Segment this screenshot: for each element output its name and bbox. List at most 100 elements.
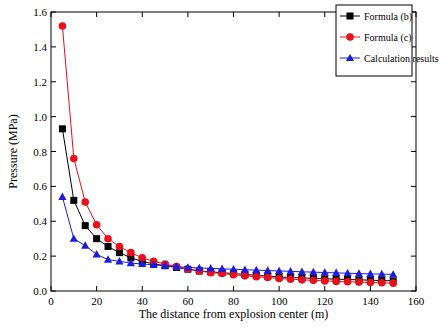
x-tick xyxy=(279,286,280,291)
y-tick xyxy=(51,81,56,82)
legend-label: Formula (b) xyxy=(364,11,412,23)
y-tick-label: 0.2 xyxy=(33,250,47,262)
point xyxy=(321,277,329,285)
x-tick xyxy=(51,286,52,291)
legend-label: Calculation results xyxy=(364,53,439,64)
x-tick xyxy=(142,286,143,291)
legend-marker xyxy=(347,13,354,20)
legend-marker xyxy=(346,33,354,41)
point xyxy=(367,279,375,287)
point xyxy=(105,243,112,250)
x-tick-top xyxy=(233,12,234,17)
legend-box xyxy=(336,5,412,76)
point xyxy=(104,255,112,262)
point xyxy=(275,267,283,274)
y-tick-label: 0.6 xyxy=(33,180,47,192)
point xyxy=(241,272,249,280)
y-tick-label: 0.8 xyxy=(33,146,47,158)
point xyxy=(332,278,340,286)
y-tick-right xyxy=(411,186,416,187)
point xyxy=(389,270,397,277)
point xyxy=(275,275,283,283)
point xyxy=(332,269,340,276)
point xyxy=(378,279,386,287)
legend-label: Formula (c) xyxy=(364,32,412,44)
point xyxy=(59,125,66,132)
y-tick-right xyxy=(411,81,416,82)
point xyxy=(59,22,67,30)
point xyxy=(172,262,180,269)
point xyxy=(344,278,352,286)
point xyxy=(138,260,146,267)
x-tick-label: 60 xyxy=(182,295,194,307)
point xyxy=(93,221,101,229)
point xyxy=(104,235,112,243)
point xyxy=(264,274,272,282)
legend: Formula (b) Formula (c) Calculation result… xyxy=(336,5,439,76)
x-tick-top xyxy=(279,12,280,17)
point xyxy=(70,234,78,241)
x-tick-label: 0 xyxy=(48,295,54,307)
y-tick xyxy=(51,46,56,47)
y-tick xyxy=(51,12,56,13)
series-line xyxy=(62,129,393,281)
y-tick-right xyxy=(411,291,416,292)
point xyxy=(218,265,226,272)
point xyxy=(116,243,124,251)
point xyxy=(298,276,306,284)
x-tick-top xyxy=(51,12,52,17)
point xyxy=(127,259,135,266)
y-tick-right xyxy=(411,221,416,222)
point xyxy=(115,257,123,264)
point xyxy=(195,264,203,271)
x-tick-label: 140 xyxy=(362,295,379,307)
y-tick-label: 0.4 xyxy=(33,215,47,227)
point xyxy=(161,261,169,268)
point xyxy=(286,267,294,274)
point xyxy=(298,268,306,275)
point xyxy=(343,269,351,276)
y-tick xyxy=(51,186,56,187)
x-tick-label: 80 xyxy=(228,295,240,307)
chart: 0204060801001201401600.00.20.40.60.81.01… xyxy=(0,0,439,330)
point xyxy=(81,241,89,248)
point xyxy=(93,250,101,257)
x-tick-label: 100 xyxy=(271,295,288,307)
point xyxy=(70,155,78,163)
point xyxy=(93,235,100,242)
x-tick-top xyxy=(324,12,325,17)
x-tick-label: 20 xyxy=(91,295,103,307)
point xyxy=(127,249,135,257)
x-tick xyxy=(187,286,188,291)
point xyxy=(287,275,295,283)
y-tick-label: 1.0 xyxy=(33,111,47,123)
y-tick-label: 1.6 xyxy=(33,6,47,18)
y-tick-label: 1.2 xyxy=(33,76,47,88)
point xyxy=(309,268,317,275)
series-line xyxy=(62,197,393,275)
y-tick xyxy=(51,116,56,117)
y-tick xyxy=(51,256,56,257)
y-axis-label: Pressure (MPa) xyxy=(6,114,20,188)
y-tick-label: 0.0 xyxy=(33,285,47,297)
x-tick xyxy=(416,286,417,291)
point xyxy=(241,265,249,272)
point xyxy=(253,273,261,281)
point xyxy=(58,193,66,200)
y-tick xyxy=(51,221,56,222)
point xyxy=(229,265,237,272)
point xyxy=(355,278,363,286)
y-tick xyxy=(51,291,56,292)
y-tick-right xyxy=(411,256,416,257)
point xyxy=(355,269,363,276)
point xyxy=(207,264,215,271)
point xyxy=(264,266,272,273)
x-tick-label: 160 xyxy=(408,295,425,307)
x-tick-top xyxy=(142,12,143,17)
x-tick xyxy=(96,286,97,291)
point xyxy=(310,277,318,285)
point xyxy=(378,270,386,277)
point xyxy=(366,270,374,277)
y-tick xyxy=(51,151,56,152)
legend-marker xyxy=(346,54,354,61)
